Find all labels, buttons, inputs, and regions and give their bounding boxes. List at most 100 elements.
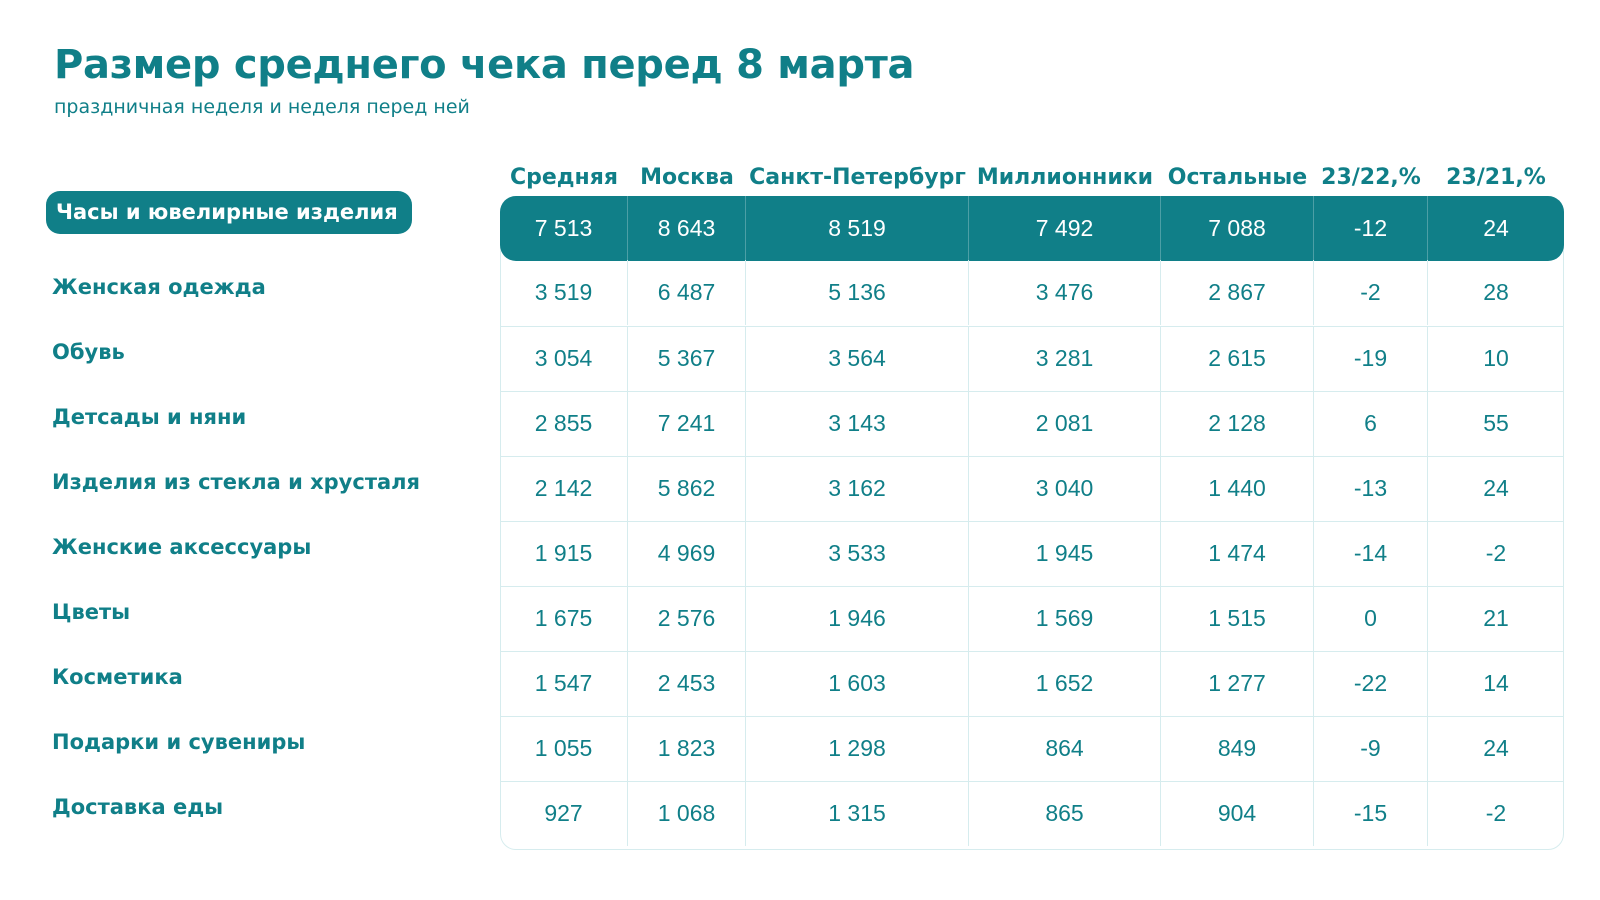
table-cell: 28	[1483, 279, 1509, 305]
table-cell: 3 054	[500, 326, 628, 391]
table-row: 1 547 2 453 1 603 1 652 1 277 -22 14	[500, 651, 1564, 716]
row-label: Косметика	[52, 665, 183, 689]
table-cell: 3 281	[969, 326, 1161, 391]
table-row: 1 915 4 969 3 533 1 945 1 474 -14 -2	[500, 521, 1564, 586]
table-cell: 7 088	[1161, 196, 1314, 261]
table-cell: 2 081	[969, 391, 1161, 456]
table-cell: 2 576	[628, 586, 746, 651]
table-cell: 3 040	[969, 456, 1161, 521]
table-cell: 1 068	[628, 781, 746, 846]
table-cell: -19	[1314, 326, 1428, 391]
table-cell: -9	[1314, 716, 1428, 781]
table-cell: 2 615	[1161, 326, 1314, 391]
table-cell: 6	[1314, 391, 1428, 456]
table-cell: 5 367	[628, 326, 746, 391]
column-header: Средняя	[509, 165, 619, 190]
table-cell: 7 513	[500, 196, 628, 261]
table-cell: 2 855	[500, 391, 628, 456]
table-cell: 14	[1483, 670, 1509, 696]
column-headers: Средняя Москва Санкт-Петербург Миллионники О…	[0, 162, 1600, 194]
table-cell: -15	[1314, 781, 1428, 846]
table-cell: 24	[1483, 735, 1509, 761]
table-cell: 1 298	[746, 716, 969, 781]
table-cell: -2	[1485, 540, 1507, 566]
table-cell: 1 946	[746, 586, 969, 651]
table-row: 7 513 8 643 8 519 7 492 7 088 -12 24	[500, 196, 1564, 261]
table-row: 1 055 1 823 1 298 864 849 -9 24	[500, 716, 1564, 781]
table-cell: 3 519	[500, 260, 628, 325]
table-cell: 4 969	[628, 521, 746, 586]
table-cell: 24	[1483, 475, 1509, 501]
table-cell: 1 569	[969, 586, 1161, 651]
table-cell: 21	[1483, 605, 1509, 631]
table-cell: 865	[969, 781, 1161, 846]
table-cell: 1 652	[969, 651, 1161, 716]
table-cell: 1 945	[969, 521, 1161, 586]
table-cell: 849	[1161, 716, 1314, 781]
table-cell: 55	[1483, 410, 1509, 436]
row-label: Изделия из стекла и хрусталя	[52, 470, 421, 494]
row-label: Женская одежда	[52, 275, 266, 299]
table-cell: 2 128	[1161, 391, 1314, 456]
table-cell: 1 277	[1161, 651, 1314, 716]
table-row: 927 1 068 1 315 865 904 -15 -2	[500, 781, 1564, 846]
table-cell: 1 675	[500, 586, 628, 651]
table-cell: 3 143	[746, 391, 969, 456]
table-cell: 7 241	[628, 391, 746, 456]
row-label: Женские аксессуары	[52, 535, 312, 559]
table-cell: 1 315	[746, 781, 969, 846]
table-cell: 927	[500, 781, 628, 846]
column-header: 23/21,%	[1446, 165, 1546, 190]
data-table	[500, 196, 1564, 850]
table-cell: -13	[1314, 456, 1428, 521]
row-label: Цветы	[52, 600, 131, 624]
table-cell: 2 453	[628, 651, 746, 716]
table-cell: -14	[1314, 521, 1428, 586]
table-cell: 904	[1161, 781, 1314, 846]
table-cell: -2	[1314, 260, 1428, 325]
row-label: Обувь	[52, 340, 125, 364]
table-cell: 3 564	[746, 326, 969, 391]
table-cell: 3 476	[969, 260, 1161, 325]
column-header: 23/22,%	[1321, 165, 1421, 190]
table-cell: 1 440	[1161, 456, 1314, 521]
table-cell: 1 547	[500, 651, 628, 716]
column-header: Санкт-Петербург	[749, 165, 966, 190]
table-cell: -12	[1314, 196, 1428, 261]
table-row: 3 519 6 487 5 136 3 476 2 867 -2 28	[500, 260, 1564, 326]
table-cell: 3 162	[746, 456, 969, 521]
table-cell: 8 519	[746, 196, 969, 261]
row-label: Часы и ювелирные изделия	[46, 191, 412, 234]
table-cell: 8 643	[628, 196, 746, 261]
table-row: 1 675 2 576 1 946 1 569 1 515 0 21	[500, 586, 1564, 651]
table-cell: 7 492	[969, 196, 1161, 261]
column-header: Остальные	[1167, 165, 1308, 190]
chart-title: Размер среднего чека перед 8 марта	[54, 42, 915, 88]
table-cell: 1 823	[628, 716, 746, 781]
table-cell: 1 603	[746, 651, 969, 716]
table-cell: 0	[1314, 586, 1428, 651]
table-cell: 2 867	[1161, 260, 1314, 325]
chart-subtitle: праздничная неделя и неделя перед ней	[54, 96, 470, 118]
table-cell: 864	[969, 716, 1161, 781]
table-row: 2 855 7 241 3 143 2 081 2 128 6 55	[500, 391, 1564, 456]
column-header: Миллионники	[976, 165, 1154, 190]
table-cell: 2 142	[500, 456, 628, 521]
table-cell: -22	[1314, 651, 1428, 716]
table-cell: 10	[1483, 345, 1509, 371]
row-label: Доставка еды	[52, 795, 224, 819]
table-row: 3 054 5 367 3 564 3 281 2 615 -19 10	[500, 326, 1564, 391]
table-row: 2 142 5 862 3 162 3 040 1 440 -13 24	[500, 456, 1564, 521]
table-cell: 5 136	[746, 260, 969, 325]
table-cell: 1 515	[1161, 586, 1314, 651]
column-header: Москва	[640, 165, 734, 190]
table-cell: -2	[1485, 800, 1507, 826]
table-cell: 1 474	[1161, 521, 1314, 586]
table-cell: 24	[1483, 215, 1509, 241]
row-label: Детсады и няни	[52, 405, 247, 429]
table-cell: 3 533	[746, 521, 969, 586]
row-label: Подарки и сувениры	[52, 730, 306, 754]
table-cell: 1 915	[500, 521, 628, 586]
table-cell: 6 487	[628, 260, 746, 325]
